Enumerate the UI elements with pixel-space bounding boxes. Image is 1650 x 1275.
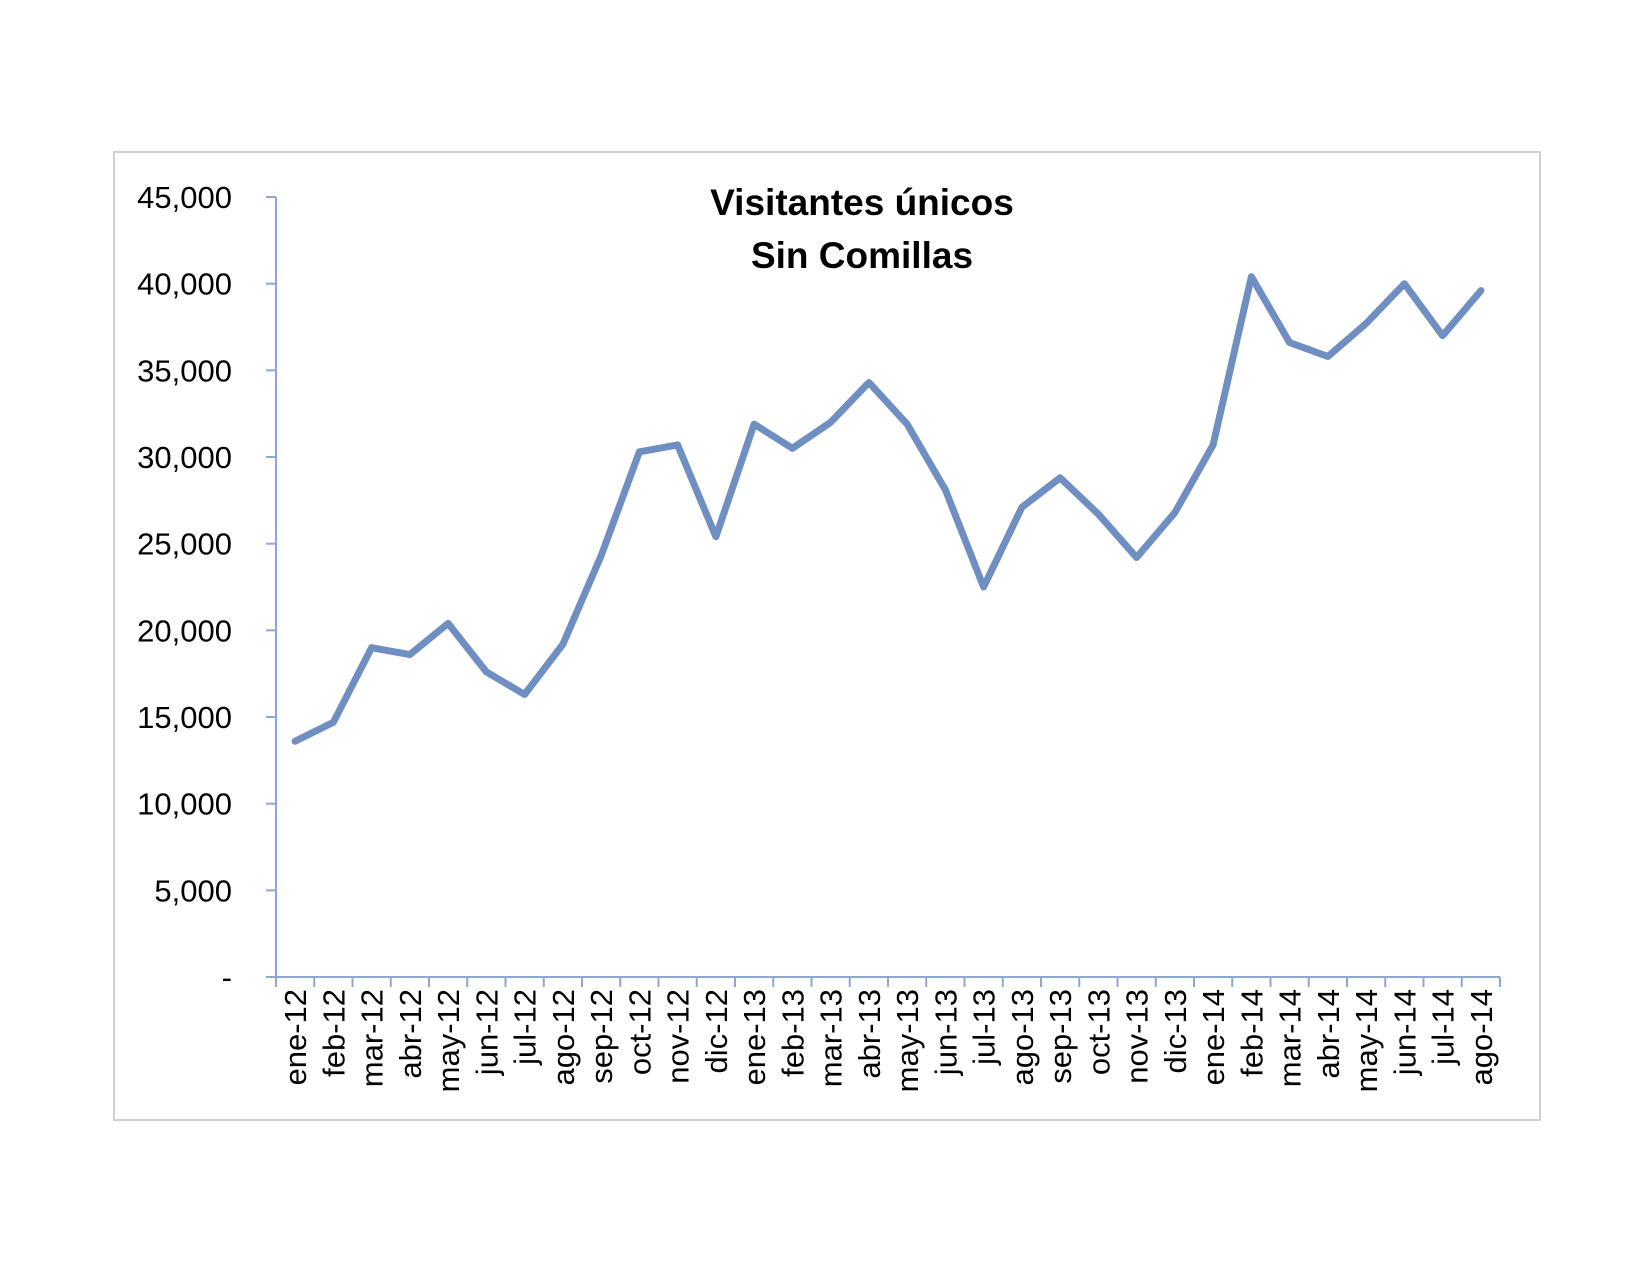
x-tick-label: jul-13: [967, 989, 1002, 1066]
y-tick-label: 45,000: [137, 180, 232, 215]
data-point: ago-12: 19200: [561, 642, 565, 646]
x-tick-label: abr-13: [852, 989, 887, 1079]
x-tick-label: feb-12: [316, 989, 351, 1077]
x-tick-label: mar-12: [355, 989, 390, 1087]
data-point: mar-14: 36600: [1288, 341, 1292, 345]
x-axis: ene-12 feb-12 mar-12 abr-12 may-12 jun-12 jul-…: [275, 976, 1501, 1092]
x-tick-label: abr-12: [393, 989, 428, 1079]
data-point: may-13: 31900: [905, 422, 909, 426]
series-layer: ene-12: 13600 feb-12: 14700 mar-12: 19000 a…: [291, 273, 1485, 745]
x-tick-label: oct-13: [1081, 989, 1116, 1075]
x-tick-label: dic-12: [699, 989, 734, 1073]
x-tick-label: ene-14: [1196, 989, 1231, 1086]
data-point: sep-12: 24300: [599, 554, 603, 558]
y-tick-label: 10,000: [137, 787, 232, 822]
x-tick-label: ago-14: [1464, 989, 1499, 1086]
x-tick-label: sep-12: [584, 989, 619, 1084]
x-tick-label: jun-14: [1387, 989, 1422, 1076]
y-tick-label: 35,000: [137, 353, 232, 388]
x-tick-label: abr-14: [1311, 989, 1346, 1079]
data-point: mar-12: 19000: [370, 646, 374, 650]
data-point: ene-12: 13600: [293, 739, 297, 743]
x-tick-label: feb-13: [775, 989, 810, 1077]
data-point: sep-13: 28800: [1058, 476, 1062, 480]
y-tick-label: 20,000: [137, 613, 232, 648]
x-tick-label: mar-14: [1273, 989, 1308, 1087]
data-point: dic-12: 25400: [714, 535, 718, 539]
x-tick-label: nov-13: [1120, 989, 1155, 1084]
y-axis: - 5,000 10,000 15,000 20,000 25,000 30,000 35,0…: [137, 180, 277, 995]
data-point: abr-14: 35800: [1326, 354, 1330, 358]
y-tick-label: -: [222, 960, 232, 995]
chart-title: Visitantes únicos Sin Comillas: [710, 182, 1014, 276]
x-tick-label: jul-12: [508, 989, 543, 1066]
data-point: nov-12: 30700: [676, 443, 680, 447]
x-tick-label: may-12: [431, 989, 466, 1092]
data-point: ago-13: 27100: [1020, 505, 1024, 509]
x-tick-label: ene-13: [737, 989, 772, 1086]
x-tick-label: sep-13: [1043, 989, 1078, 1084]
data-point: dic-13: 26800: [1173, 510, 1177, 514]
data-point: oct-13: 26700: [1096, 512, 1100, 516]
x-tick-label: jun-13: [928, 989, 963, 1076]
data-point: jul-14: 37000: [1441, 334, 1445, 338]
x-tick-label: may-14: [1349, 989, 1384, 1092]
x-tick-label: may-13: [890, 989, 925, 1092]
x-tick-label: ago-13: [1005, 989, 1040, 1086]
y-tick-label: 15,000: [137, 700, 232, 735]
data-point: nov-13: 24200: [1135, 556, 1139, 560]
y-tick-label: 30,000: [137, 440, 232, 475]
chart-frame: [113, 151, 1541, 1121]
data-point: jun-12: 17600: [484, 670, 488, 674]
data-point: abr-13: 34300: [867, 380, 871, 384]
y-tick-label: 40,000: [137, 267, 232, 302]
data-point: may-12: 20400: [446, 621, 450, 625]
x-tick-label: dic-13: [1158, 989, 1193, 1073]
x-tick-label: feb-14: [1234, 989, 1269, 1077]
data-point: ene-14: 30700: [1211, 443, 1215, 447]
x-tick-label: nov-12: [661, 989, 696, 1084]
chart-title-line-2: Sin Comillas: [751, 235, 973, 276]
y-tick-label: 25,000: [137, 527, 232, 562]
x-tick-label: ago-12: [546, 989, 581, 1086]
x-tick-label: oct-12: [622, 989, 657, 1075]
y-tick-label: 5,000: [154, 873, 232, 908]
data-point: feb-12: 14700: [331, 720, 335, 724]
data-point: ago-14: 39600: [1479, 289, 1483, 293]
data-point: abr-12: 18600: [408, 653, 412, 657]
x-tick-label: jun-12: [469, 989, 504, 1076]
data-point: jun-14: 40000: [1402, 282, 1406, 286]
data-point: may-14: 37700: [1364, 322, 1368, 326]
x-tick-label: jul-14: [1426, 989, 1461, 1066]
data-point: jul-13: 22500: [982, 585, 986, 589]
x-tick-label: ene-12: [278, 989, 313, 1086]
chart-title-line-1: Visitantes únicos: [710, 182, 1014, 223]
data-point: jun-13: 28100: [943, 488, 947, 492]
x-tick-label: mar-13: [814, 989, 849, 1087]
data-point: feb-13: 30500: [790, 446, 794, 450]
data-point: mar-13: 32000: [829, 420, 833, 424]
series-line: [291, 273, 1485, 745]
data-point: ene-13: 31900: [752, 422, 756, 426]
data-point: oct-12: 30300: [637, 450, 641, 454]
data-point: feb-14: 40400: [1249, 275, 1253, 279]
data-point: jul-12: 16300: [523, 692, 527, 696]
